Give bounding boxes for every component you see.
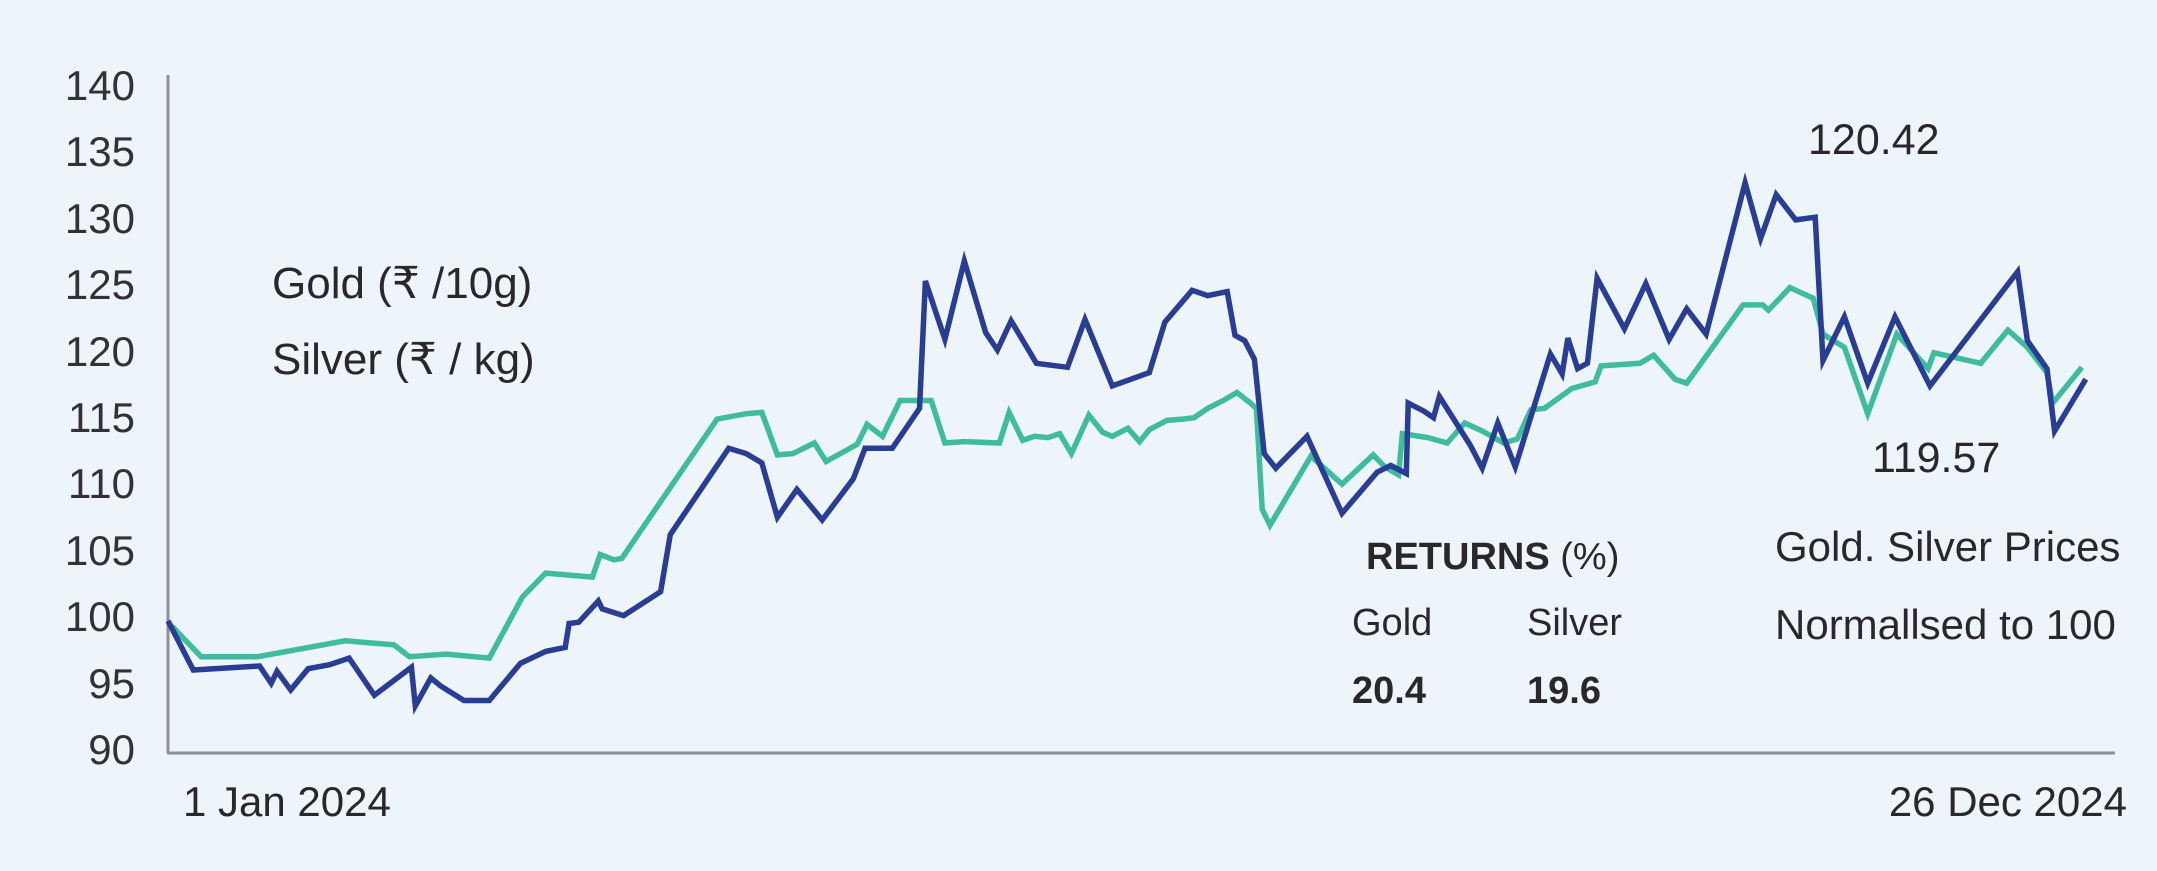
y-axis-tick-label: 110: [68, 460, 135, 508]
gold-end-value-annotation: 120.42: [1808, 116, 1940, 164]
returns-gold-label: Gold: [1352, 602, 1433, 644]
y-axis-tick-label: 135: [64, 128, 135, 176]
normalisation-note: Gold. Silver Prices Normallsed to 100: [1775, 508, 2120, 664]
silver-end-value-annotation: 119.57: [1872, 434, 2001, 482]
y-axis-tick-label: 115: [68, 394, 135, 442]
note-line-2: Normallsed to 100: [1775, 601, 2116, 648]
y-axis-tick-label: 90: [88, 726, 135, 774]
y-axis-tick-label: 105: [64, 526, 135, 574]
y-axis-tick-label: 95: [88, 659, 135, 707]
returns-heading-word: RETURNS: [1366, 536, 1550, 578]
returns-heading: RETURNS (%): [1366, 536, 1702, 578]
returns-gold-column: Gold 20.4: [1352, 602, 1527, 712]
y-axis-tick-label: 140: [64, 62, 135, 110]
y-axis-tick-label: 120: [64, 327, 135, 375]
silver-line: [169, 284, 2085, 662]
y-axis-tick-label: 130: [64, 194, 135, 242]
returns-heading-unit: (%): [1560, 536, 1620, 578]
y-axis-tick-label: 125: [64, 261, 135, 309]
legend-gold-label: Gold (₹ /10g): [272, 259, 533, 308]
legend-silver-label: Silver (₹ / kg): [272, 335, 535, 384]
x-axis-start-label: 1 Jan 2024: [183, 778, 391, 825]
returns-silver-value: 19.6: [1527, 670, 1601, 712]
y-axis-tick-label: 100: [64, 593, 135, 641]
returns-columns: Gold 20.4 Silver 19.6: [1352, 602, 1702, 712]
returns-gold-value: 20.4: [1352, 670, 1426, 712]
returns-silver-column: Silver 19.6: [1527, 602, 1702, 712]
x-axis-end-label: 26 Dec 2024: [1888, 778, 2127, 825]
returns-silver-label: Silver: [1527, 602, 1623, 644]
returns-panel: RETURNS (%) Gold 20.4 Silver 19.6: [1352, 536, 1702, 712]
gold-line: [165, 172, 2089, 715]
note-line-1: Gold. Silver Prices: [1775, 523, 2121, 570]
